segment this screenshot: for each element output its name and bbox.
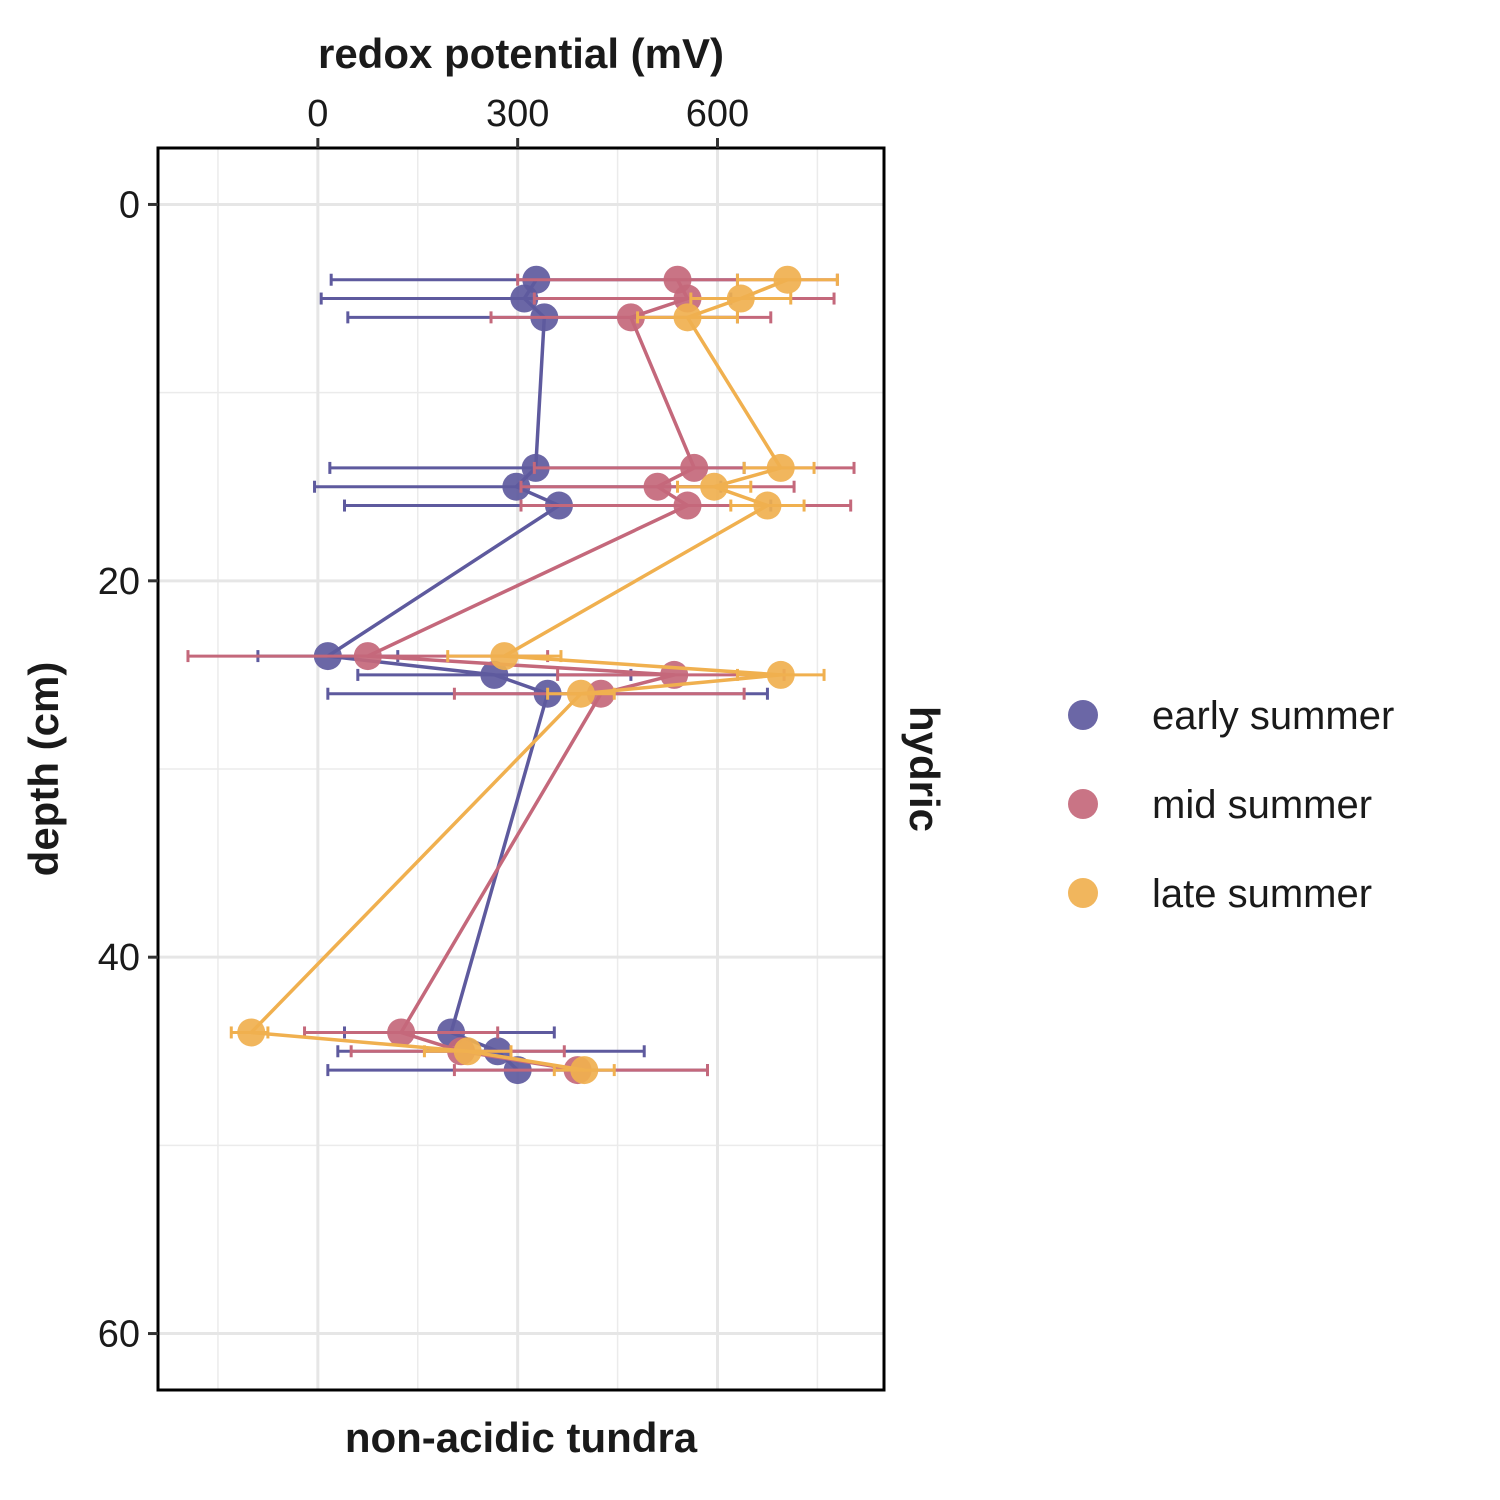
facet-label-right: hydric (901, 706, 948, 832)
data-point (453, 1037, 482, 1066)
y-tick-label: 0 (119, 184, 140, 226)
data-point (237, 1018, 266, 1047)
data-point (680, 453, 709, 482)
y-axis-title: depth (cm) (20, 662, 67, 877)
legend: early summer mid summer late summer (1068, 694, 1394, 916)
data-point (510, 284, 539, 313)
series-layer (186, 265, 856, 1085)
y-tick-label: 60 (98, 1314, 140, 1356)
data-point (502, 472, 531, 501)
data-point (700, 472, 729, 501)
y-tick-label: 40 (98, 937, 140, 979)
legend-item: early summer (1068, 694, 1394, 738)
data-point (353, 642, 382, 671)
data-point (673, 491, 702, 520)
data-point (753, 491, 782, 520)
x-tick-label: 300 (486, 93, 549, 135)
panel-border (156, 146, 886, 1392)
facet-label-bottom: non-acidic tundra (345, 1414, 698, 1461)
x-tick-label: 0 (307, 93, 328, 135)
data-point (616, 303, 645, 332)
series-late-summer (229, 265, 839, 1085)
x-tick-label: 600 (686, 93, 749, 135)
data-point (673, 303, 702, 332)
legend-swatch (1068, 700, 1098, 730)
data-point (570, 1056, 599, 1085)
data-point (490, 642, 519, 671)
grid-lines (158, 148, 884, 1390)
data-point (726, 284, 755, 313)
data-point (766, 453, 795, 482)
data-point (387, 1018, 416, 1047)
legend-label: mid summer (1152, 783, 1372, 827)
legend-item: late summer (1068, 872, 1372, 916)
data-point (766, 660, 795, 689)
legend-swatch (1068, 789, 1098, 819)
data-point (773, 265, 802, 294)
legend-swatch (1068, 878, 1098, 908)
legend-label: late summer (1152, 872, 1372, 916)
legend-label: early summer (1152, 694, 1394, 738)
data-point (643, 472, 672, 501)
legend-item: mid summer (1068, 783, 1372, 827)
x-axis-title: redox potential (mV) (318, 30, 724, 77)
axis-layer: 0 300 600 0 20 40 60 (98, 93, 749, 1356)
data-point (566, 679, 595, 708)
y-tick-label: 20 (98, 561, 140, 603)
